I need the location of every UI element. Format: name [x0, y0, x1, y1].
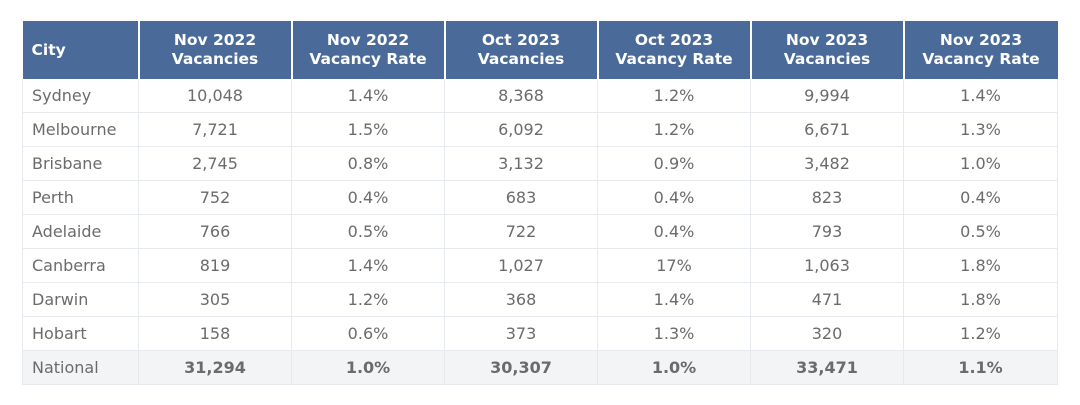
city-cell: Sydney — [22, 79, 139, 113]
table-row: Melbourne 7,721 1.5% 6,092 1.2% 6,671 1.… — [22, 112, 1058, 147]
table-cell: 368 — [444, 282, 598, 317]
table-cell: 1.2% — [291, 282, 445, 317]
table-cell: 1.4% — [291, 79, 445, 113]
table-row: Adelaide 766 0.5% 722 0.4% 793 0.5% — [22, 214, 1058, 249]
city-cell: Melbourne — [22, 112, 139, 147]
header-line: Oct 2023 — [481, 31, 561, 49]
table-cell: 819 — [138, 248, 292, 283]
header-line: Nov 2022 — [173, 31, 257, 49]
table-cell: 1,063 — [750, 248, 904, 283]
total-cell: 1.0% — [597, 350, 751, 385]
header-line: Vacancies — [783, 50, 871, 68]
table-cell: 471 — [750, 282, 904, 317]
vacancy-table-container: City Nov 2022 Vacancies Nov 2022 Vacancy… — [22, 21, 1058, 385]
vacancy-table: City Nov 2022 Vacancies Nov 2022 Vacancy… — [22, 21, 1058, 385]
header-line: City — [31, 40, 66, 59]
column-header-nov2022-vacancies: Nov 2022 Vacancies — [138, 21, 293, 79]
table-cell: 1.3% — [903, 112, 1058, 147]
table-cell: 0.8% — [291, 146, 445, 181]
table-cell: 6,092 — [444, 112, 598, 147]
table-cell: 0.9% — [597, 146, 751, 181]
table-row: Sydney 10,048 1.4% 8,368 1.2% 9,994 1.4% — [22, 79, 1058, 113]
header-line: Oct 2023 — [634, 31, 714, 49]
national-total-row: National 31,294 1.0% 30,307 1.0% 33,471 … — [22, 350, 1058, 385]
table-cell: 373 — [444, 316, 598, 351]
header-line: Vacancy Rate — [309, 50, 427, 68]
table-cell: 0.4% — [291, 180, 445, 215]
table-cell: 3,132 — [444, 146, 598, 181]
column-header-nov2022-vacancy-rate: Nov 2022 Vacancy Rate — [291, 21, 446, 79]
table-row: Brisbane 2,745 0.8% 3,132 0.9% 3,482 1.0… — [22, 146, 1058, 181]
table-cell: 0.5% — [903, 214, 1058, 249]
table-cell: 0.4% — [597, 180, 751, 215]
table-cell: 0.4% — [903, 180, 1058, 215]
header-line: Nov 2023 — [939, 31, 1023, 49]
city-cell: Adelaide — [22, 214, 139, 249]
header-row: City Nov 2022 Vacancies Nov 2022 Vacancy… — [22, 21, 1058, 79]
column-header-oct2023-vacancies: Oct 2023 Vacancies — [444, 21, 599, 79]
header-line: Vacancy Rate — [615, 50, 733, 68]
table-cell: 1.3% — [597, 316, 751, 351]
table-cell: 0.4% — [597, 214, 751, 249]
table-cell: 683 — [444, 180, 598, 215]
table-cell: 1.8% — [903, 282, 1058, 317]
table-cell: 0.5% — [291, 214, 445, 249]
table-cell: 1.4% — [291, 248, 445, 283]
table-cell: 1.0% — [903, 146, 1058, 181]
header-line: Vacancies — [171, 50, 259, 68]
table-cell: 1.2% — [903, 316, 1058, 351]
header-line: Vacancy Rate — [922, 50, 1040, 68]
city-cell: National — [22, 350, 139, 385]
table-cell: 17% — [597, 248, 751, 283]
table-cell: 752 — [138, 180, 292, 215]
column-header-city: City — [22, 21, 140, 79]
header-line: Nov 2023 — [785, 31, 869, 49]
table-cell: 2,745 — [138, 146, 292, 181]
column-header-oct2023-vacancy-rate: Oct 2023 Vacancy Rate — [597, 21, 752, 79]
table-cell: 793 — [750, 214, 904, 249]
column-header-nov2023-vacancies: Nov 2023 Vacancies — [750, 21, 905, 79]
city-cell: Canberra — [22, 248, 139, 283]
table-cell: 1.2% — [597, 79, 751, 113]
table-cell: 10,048 — [138, 79, 292, 113]
total-cell: 30,307 — [444, 350, 598, 385]
header-line: Vacancies — [477, 50, 565, 68]
city-cell: Brisbane — [22, 146, 139, 181]
table-cell: 823 — [750, 180, 904, 215]
city-cell: Perth — [22, 180, 139, 215]
table-cell: 8,368 — [444, 79, 598, 113]
table-row: Hobart 158 0.6% 373 1.3% 320 1.2% — [22, 316, 1058, 351]
column-header-nov2023-vacancy-rate: Nov 2023 Vacancy Rate — [903, 21, 1058, 79]
city-cell: Hobart — [22, 316, 139, 351]
table-cell: 7,721 — [138, 112, 292, 147]
table-cell: 320 — [750, 316, 904, 351]
table-cell: 1.8% — [903, 248, 1058, 283]
table-cell: 305 — [138, 282, 292, 317]
table-cell: 766 — [138, 214, 292, 249]
table-cell: 722 — [444, 214, 598, 249]
city-cell: Darwin — [22, 282, 139, 317]
table-cell: 158 — [138, 316, 292, 351]
table-cell: 1.4% — [597, 282, 751, 317]
table-cell: 3,482 — [750, 146, 904, 181]
total-cell: 31,294 — [138, 350, 292, 385]
table-row: Darwin 305 1.2% 368 1.4% 471 1.8% — [22, 282, 1058, 317]
table-cell: 1.4% — [903, 79, 1058, 113]
table-row: Canberra 819 1.4% 1,027 17% 1,063 1.8% — [22, 248, 1058, 283]
total-cell: 33,471 — [750, 350, 904, 385]
table-cell: 9,994 — [750, 79, 904, 113]
total-cell: 1.0% — [291, 350, 445, 385]
total-cell: 1.1% — [903, 350, 1058, 385]
table-cell: 6,671 — [750, 112, 904, 147]
header-line: Nov 2022 — [326, 31, 410, 49]
table-cell: 1.5% — [291, 112, 445, 147]
table-cell: 0.6% — [291, 316, 445, 351]
table-row: Perth 752 0.4% 683 0.4% 823 0.4% — [22, 180, 1058, 215]
table-cell: 1,027 — [444, 248, 598, 283]
table-cell: 1.2% — [597, 112, 751, 147]
